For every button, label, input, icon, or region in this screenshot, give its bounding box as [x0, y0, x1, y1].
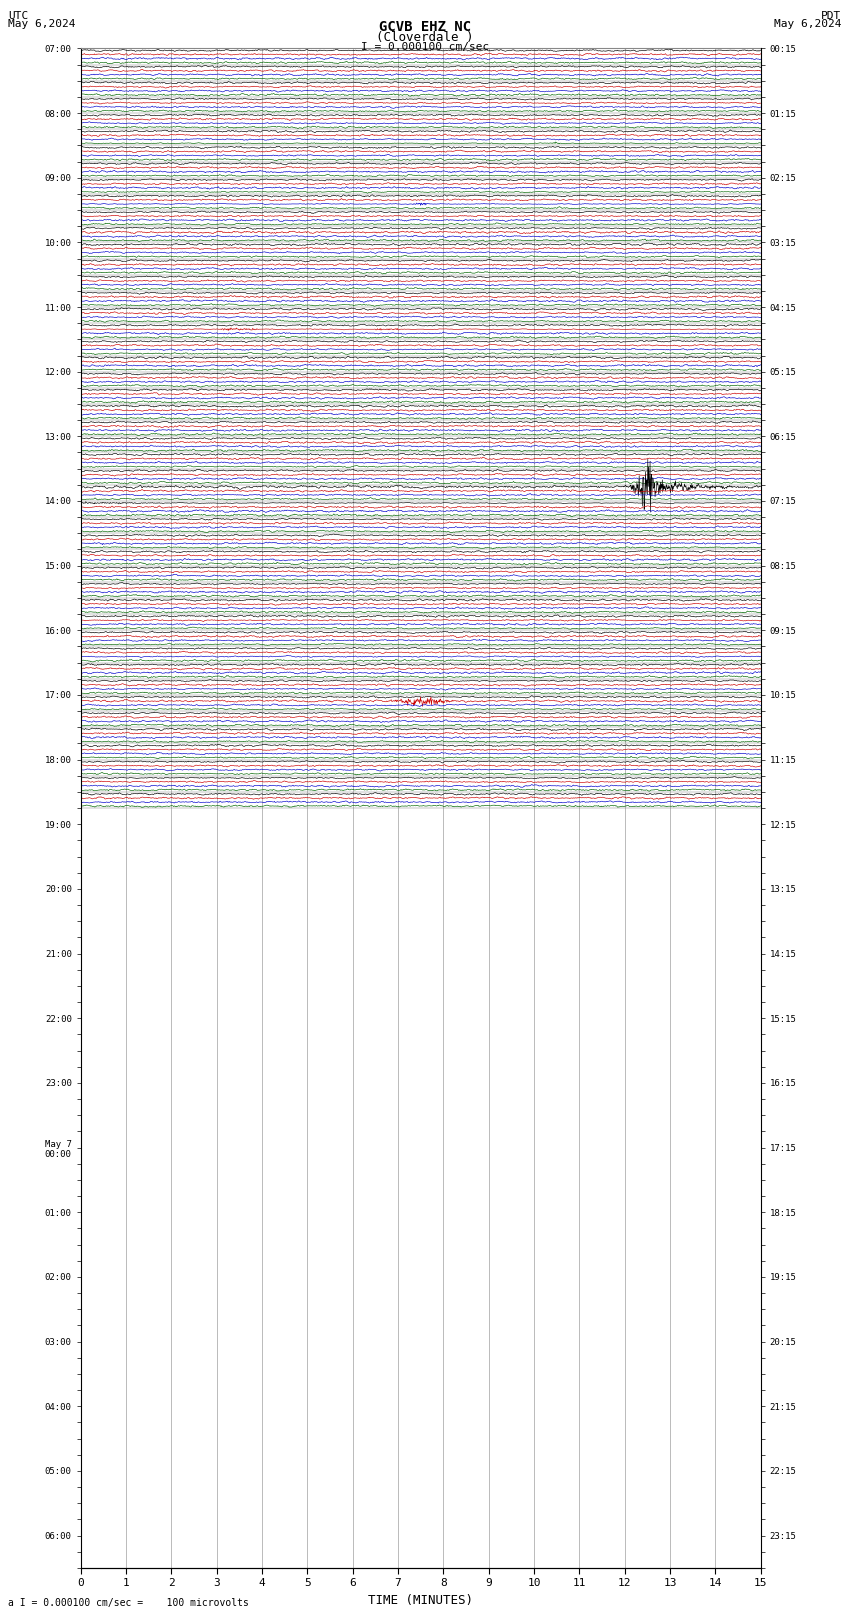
Text: (Cloverdale ): (Cloverdale ) [377, 31, 473, 44]
X-axis label: TIME (MINUTES): TIME (MINUTES) [368, 1594, 473, 1607]
Text: I = 0.000100 cm/sec: I = 0.000100 cm/sec [361, 42, 489, 52]
Text: UTC: UTC [8, 11, 29, 21]
Text: a I = 0.000100 cm/sec =    100 microvolts: a I = 0.000100 cm/sec = 100 microvolts [8, 1598, 249, 1608]
Text: May 6,2024: May 6,2024 [8, 19, 76, 29]
Text: May 6,2024: May 6,2024 [774, 19, 842, 29]
Text: GCVB EHZ NC: GCVB EHZ NC [379, 19, 471, 34]
Text: PDT: PDT [821, 11, 842, 21]
